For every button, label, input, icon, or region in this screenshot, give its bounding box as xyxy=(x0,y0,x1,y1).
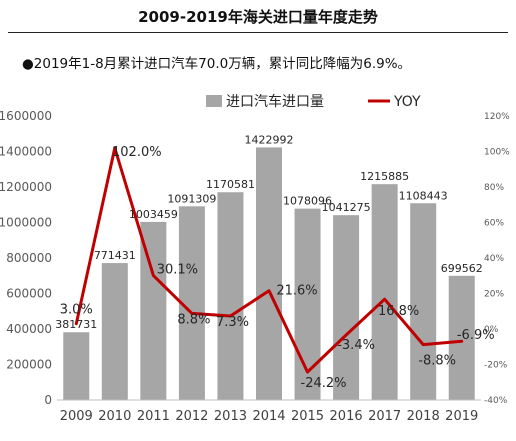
y-left-tick-label: 1600000 xyxy=(0,109,52,123)
x-tick-label: 2013 xyxy=(214,409,247,424)
bar-value-label: 699562 xyxy=(441,262,483,275)
bar-2015 xyxy=(294,208,321,400)
x-tick-label: 2011 xyxy=(137,409,170,424)
bar-value-label: 1108443 xyxy=(399,189,448,202)
bar-2010 xyxy=(101,263,128,400)
x-tick-label: 2010 xyxy=(98,409,131,424)
legend-swatch-bar xyxy=(206,95,222,107)
bar-value-label: 1422992 xyxy=(245,133,294,146)
legend-label-bar: 进口汽车进口量 xyxy=(226,93,324,110)
x-tick-label: 2014 xyxy=(252,409,285,424)
x-tick-label: 2018 xyxy=(407,409,440,424)
x-tick-label: 2016 xyxy=(330,409,363,424)
y-right-tick-label: -20% xyxy=(484,361,508,371)
bar-2019 xyxy=(448,275,475,400)
bar-value-label: 1041275 xyxy=(322,201,371,214)
bar-value-label: 381731 xyxy=(55,318,97,331)
bar-value-label: 771431 xyxy=(94,249,136,262)
y-left-tick-label: 0 xyxy=(44,393,52,407)
x-tick-label: 2012 xyxy=(175,409,208,424)
yoy-value-label: 16.8% xyxy=(378,304,419,319)
y-right-tick-label: 100% xyxy=(484,148,510,158)
x-tick-label: 2019 xyxy=(445,409,478,424)
yoy-value-label: -6.9% xyxy=(457,328,495,343)
bar-2016 xyxy=(333,215,360,400)
x-tick-label: 2009 xyxy=(60,409,93,424)
yoy-value-label: -24.2% xyxy=(301,376,347,391)
yoy-value-label: 102.0% xyxy=(112,145,162,160)
bar-value-label: 1215885 xyxy=(360,170,409,183)
yoy-value-label: -8.8% xyxy=(418,354,456,369)
x-tick-label: 2015 xyxy=(291,409,324,424)
y-left-tick-label: 1000000 xyxy=(0,216,52,230)
yoy-value-label: 7.3% xyxy=(216,315,249,330)
summary-note: ●2019年1-8月累计进口汽车70.0万辆，累计同比降幅为6.9%。 xyxy=(22,56,412,72)
yoy-value-label: 21.6% xyxy=(276,284,317,299)
title-divider xyxy=(8,32,508,33)
yoy-value-label: -3.4% xyxy=(337,338,375,353)
bar-2018 xyxy=(410,203,437,400)
bar-value-label: 1078096 xyxy=(283,195,332,208)
yoy-line xyxy=(74,146,464,374)
bar-value-label: 1170581 xyxy=(206,178,255,191)
y-left-tick-label: 400000 xyxy=(6,322,52,336)
y-left-tick-label: 800000 xyxy=(6,251,52,265)
bar-2009 xyxy=(63,332,90,400)
yoy-value-label: 30.1% xyxy=(157,263,198,278)
yoy-value-label: 8.8% xyxy=(177,312,210,327)
y-left-tick-label: 1200000 xyxy=(0,180,52,194)
chart-title: 2009-2019年海关进口量年度走势 xyxy=(138,8,378,26)
y-right-tick-label: 80% xyxy=(484,183,504,193)
y-right-tick-label: -40% xyxy=(484,396,508,406)
x-tick-label: 2017 xyxy=(368,409,401,424)
y-right-tick-label: 60% xyxy=(484,219,504,229)
y-left-tick-label: 200000 xyxy=(6,358,52,372)
bar-2013 xyxy=(217,192,244,400)
yoy-value-label: 3.0% xyxy=(60,303,93,318)
bar-value-label: 1091309 xyxy=(167,192,216,205)
y-left-tick-label: 1400000 xyxy=(0,145,52,159)
y-right-tick-label: 0% xyxy=(484,325,499,335)
bar-2017 xyxy=(371,184,398,400)
y-left-tick-label: 600000 xyxy=(6,287,52,301)
y-right-tick-label: 40% xyxy=(484,254,504,264)
y-right-tick-label: 120% xyxy=(484,112,510,122)
legend-label-line: YOY xyxy=(393,94,421,110)
bar-value-label: 1003459 xyxy=(129,208,178,221)
bar-2014 xyxy=(256,147,282,400)
y-right-tick-label: 20% xyxy=(484,290,504,300)
